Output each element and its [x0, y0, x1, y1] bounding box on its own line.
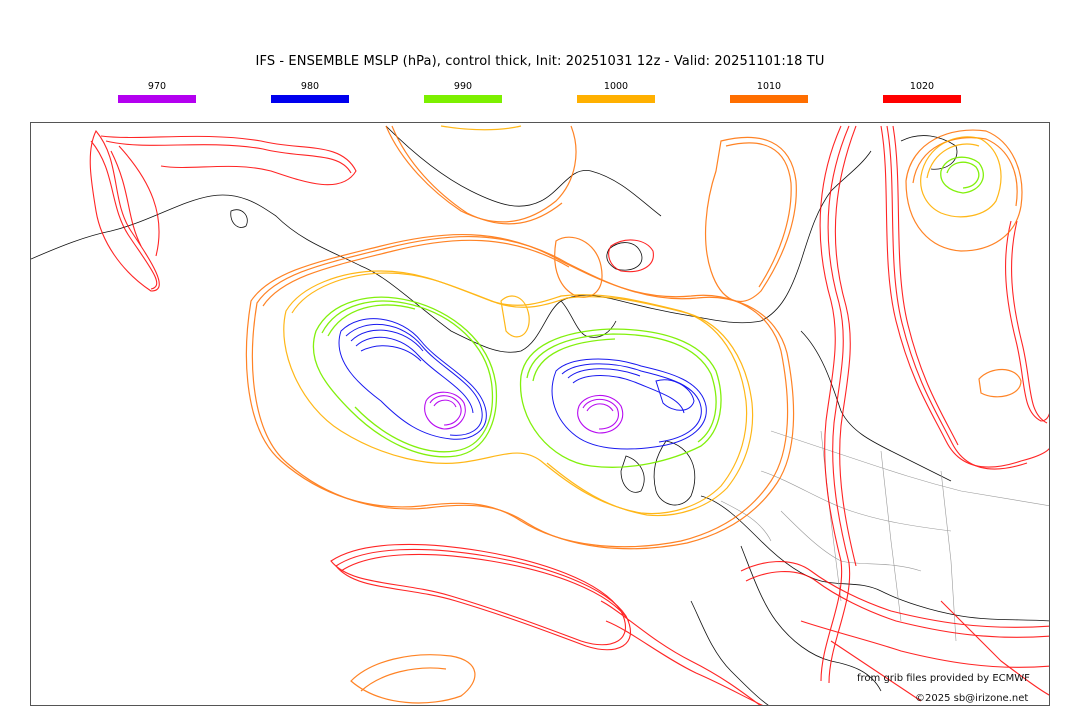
legend-swatch-1020 [883, 95, 961, 103]
coastlines [31, 125, 1049, 705]
legend-item-980: 980 [271, 80, 349, 103]
legend-label: 970 [147, 81, 167, 92]
pressure-map [31, 125, 1049, 705]
legend-item-970: 970 [118, 80, 196, 103]
legend-label: 1020 [909, 81, 935, 92]
legend-swatch-980 [271, 95, 349, 103]
legend-swatch-990 [424, 95, 502, 103]
legend-label: 980 [300, 81, 320, 92]
legend-item-1010: 1010 [730, 80, 808, 103]
legend-label: 1010 [756, 81, 782, 92]
legend-label: 990 [453, 81, 473, 92]
legend-swatch-970 [118, 95, 196, 103]
contours-1010 [245, 125, 1023, 704]
chart-title: IFS - ENSEMBLE MSLP (hPa), control thick… [255, 54, 825, 69]
legend-item-990: 990 [424, 80, 502, 103]
contours-970 [424, 391, 624, 434]
contours-990 [312, 156, 984, 468]
legend-item-1000: 1000 [577, 80, 655, 103]
legend-swatch-1010 [730, 95, 808, 103]
contours-1000 [283, 125, 1002, 517]
contours-1020 [89, 125, 1049, 705]
contours-980 [338, 318, 707, 450]
legend-item-1020: 1020 [883, 80, 961, 103]
map-panel: from grib files provided by ECMWF ©2025 … [30, 122, 1050, 706]
data-source-credit: from grib files provided by ECMWF [857, 673, 1030, 684]
legend-swatch-1000 [577, 95, 655, 103]
legend-label: 1000 [603, 81, 629, 92]
copyright-credit: ©2025 sb@irizone.net [915, 693, 1029, 704]
